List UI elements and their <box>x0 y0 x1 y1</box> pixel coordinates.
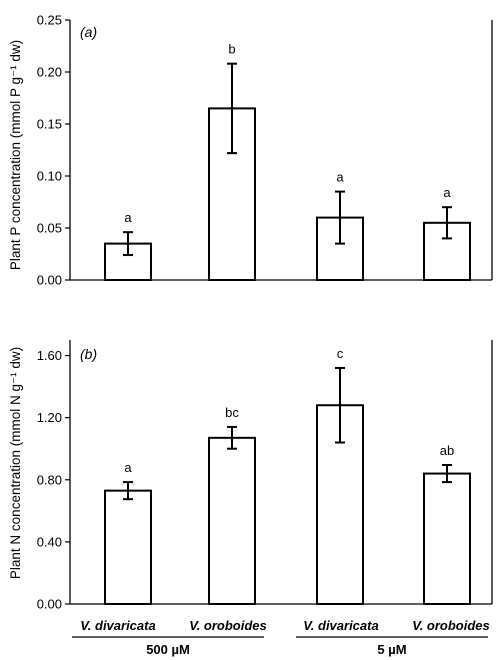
y-tick-label: 0.05 <box>37 221 62 236</box>
y-tick-label: 1.20 <box>37 410 62 425</box>
y-axis-title-p: Plant P concentration (mmol P g⁻¹ dw) <box>8 40 23 270</box>
group-label-5: 5 µM <box>377 642 406 657</box>
panel-b-plant-n: Plant N concentration (mmol N g⁻¹ dw) (b… <box>8 340 493 612</box>
significance-letter: a <box>336 170 344 185</box>
significance-letter: a <box>443 185 451 200</box>
y-tick-label: 0.40 <box>37 534 62 549</box>
x-axis-labels: V. divaricata V. oroboides V. divaricata… <box>72 618 490 657</box>
panel-label-a: (a) <box>80 24 97 40</box>
significance-letter: bc <box>225 405 239 420</box>
y-tick-label: 0.00 <box>37 597 62 612</box>
y-ticks-panel-b: 0.00 0.40 0.80 1.20 1.60 <box>37 348 70 612</box>
x-category-label: V. divaricata <box>80 618 155 633</box>
y-tick-label: 0.10 <box>37 169 62 184</box>
bar <box>208 436 256 605</box>
panel-a-plant-p: Plant P concentration (mmol P g⁻¹ dw) (a… <box>8 13 493 288</box>
y-tick-label: 0.80 <box>37 472 62 487</box>
significance-letter: a <box>124 460 132 475</box>
significance-letter: ab <box>440 443 454 458</box>
y-axis-title-n: Plant N concentration (mmol N g⁻¹ dw) <box>8 347 23 579</box>
x-category-label: V. oroboides <box>412 618 490 633</box>
bars-panel-b: a bc c ab <box>104 346 471 606</box>
bars-panel-a: a b a a <box>104 42 471 282</box>
panel-label-b: (b) <box>80 346 97 362</box>
y-tick-label: 0.00 <box>37 273 62 288</box>
y-tick-label: 0.15 <box>37 117 62 132</box>
x-category-label: V. divaricata <box>303 618 378 633</box>
significance-letter: a <box>124 210 132 225</box>
bar <box>104 489 152 605</box>
bar <box>423 472 471 605</box>
y-tick-label: 0.25 <box>37 13 62 28</box>
y-ticks-panel-a: 0.00 0.05 0.10 0.15 0.20 0.25 <box>37 13 70 288</box>
y-tick-label: 1.60 <box>37 348 62 363</box>
significance-letter: b <box>228 42 235 57</box>
significance-letter: c <box>337 346 344 361</box>
group-label-500: 500 µM <box>146 642 190 657</box>
x-category-label: V. oroboides <box>189 618 267 633</box>
y-tick-label: 0.20 <box>37 65 62 80</box>
